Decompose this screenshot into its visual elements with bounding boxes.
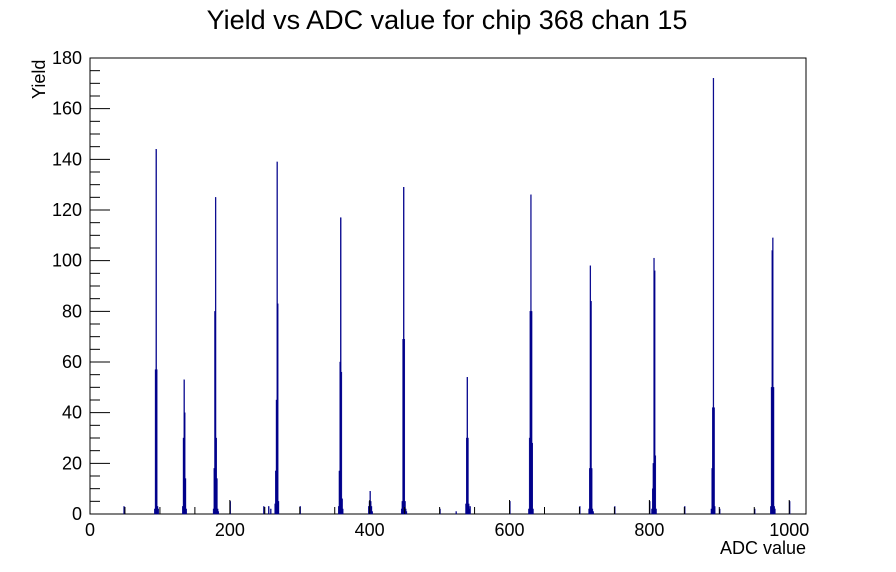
- x-tick-label: 800: [634, 520, 664, 540]
- y-tick-label: 180: [52, 48, 82, 68]
- y-tick-label: 0: [72, 504, 82, 524]
- histogram-bar: [591, 468, 593, 515]
- histogram-bar: [342, 508, 344, 515]
- x-tick-label: 400: [355, 520, 385, 540]
- y-tick-label: 40: [62, 403, 82, 423]
- y-tick-label: 100: [52, 251, 82, 271]
- histogram-bar: [215, 437, 217, 515]
- x-tick-label: 1000: [769, 520, 809, 540]
- histogram-bar: [403, 339, 406, 515]
- histogram-bar: [184, 412, 186, 515]
- histogram-bars: [123, 78, 791, 515]
- histogram-bar: [268, 506, 270, 515]
- y-axis-label: Yield: [29, 60, 49, 99]
- y-tick-label: 160: [52, 99, 82, 119]
- histogram-bar: [590, 301, 592, 515]
- histogram-bar: [185, 508, 187, 515]
- y-tick-label: 140: [52, 149, 82, 169]
- histogram-bar: [216, 478, 218, 515]
- chart-title: Yield vs ADC value for chip 368 chan 15: [207, 5, 688, 35]
- x-tick-label: 0: [85, 520, 95, 540]
- histogram-bar: [712, 78, 715, 515]
- histogram-bar: [341, 498, 343, 515]
- y-tick-label: 60: [62, 352, 82, 372]
- y-tick-label: 20: [62, 453, 82, 473]
- histogram-bar: [469, 506, 471, 515]
- histogram-bar: [772, 387, 775, 515]
- histogram-bar: [405, 511, 408, 515]
- histogram-bar: [772, 237, 774, 515]
- histogram-bar: [774, 508, 776, 515]
- y-tick-label: 120: [52, 200, 82, 220]
- histogram-bar: [713, 407, 715, 515]
- histogram-bar: [467, 437, 469, 515]
- histogram-bar: [531, 442, 533, 515]
- histogram-bar: [277, 501, 280, 515]
- histogram-bar: [655, 508, 657, 515]
- x-axis-label: ADC value: [720, 538, 806, 558]
- histogram-bar: [270, 508, 272, 515]
- x-tick-label: 200: [215, 520, 245, 540]
- histogram-bar: [455, 511, 457, 515]
- x-axis: 0 200 400 600 800 1000: [85, 500, 809, 540]
- histogram-bar: [217, 511, 220, 515]
- histogram-bar: [340, 217, 342, 515]
- histogram-bar: [592, 511, 594, 515]
- histogram-bar: [263, 506, 265, 515]
- histogram-bar: [277, 303, 279, 515]
- histogram-bar: [123, 506, 125, 515]
- histogram-bar: [371, 511, 373, 515]
- histogram-bar: [654, 455, 657, 515]
- histogram-bar: [340, 371, 343, 515]
- histogram-bar: [532, 508, 534, 515]
- histogram-bar: [370, 506, 373, 515]
- histogram-bar: [157, 508, 159, 515]
- x-tick-label: 600: [495, 520, 525, 540]
- histogram-bar: [156, 369, 158, 515]
- y-axis: 0 20 40 60 80 100 120 140 160 180: [52, 48, 110, 524]
- histogram-bar: [155, 149, 157, 515]
- histogram-bar: [184, 478, 187, 515]
- histogram-bar: [714, 506, 716, 515]
- histogram-bar: [214, 197, 217, 515]
- y-tick-label: 80: [62, 301, 82, 321]
- histogram-bar: [531, 311, 533, 515]
- histogram-bar: [654, 270, 656, 515]
